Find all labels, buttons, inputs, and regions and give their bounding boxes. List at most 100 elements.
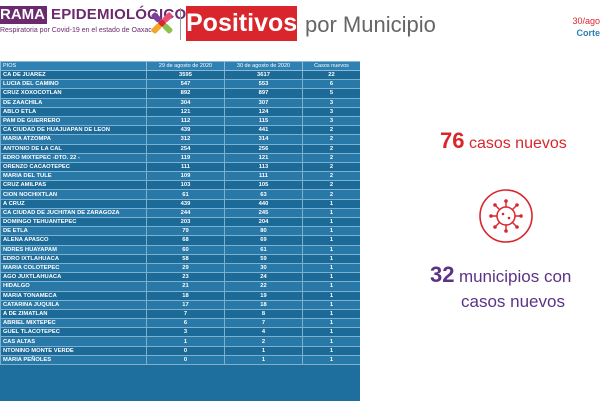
table-row: CRUZ AMILPAS 103 105 2: [0, 180, 360, 191]
table-row: GUEL TLACOTEPEC 3 4 1: [0, 327, 360, 338]
municipio-cell: GUEL TLACOTEPEC: [0, 327, 147, 338]
table-row: MARIA DEL TULE 109 111 2: [0, 171, 360, 182]
municipio-cell: MARIA PEÑOLES: [0, 354, 147, 366]
new-cases-cell: 3: [302, 115, 360, 127]
cases-30-cell: 1: [224, 354, 303, 366]
cases-30-cell: 124: [224, 106, 303, 117]
table-row: ABLO ETLA 121 124 3: [0, 106, 360, 117]
new-cases-cell: 1: [302, 354, 360, 366]
table-row: DOMINGO TEHUANTEPEC 203 204 1: [0, 216, 360, 228]
cases-30-cell: 115: [224, 115, 303, 127]
table-row: ALENA APASCO 68 69 1: [0, 235, 360, 246]
municipios-table: PIOS 29 de agosto de 2020 30 de agosto d…: [0, 61, 360, 401]
cases-30-cell: 22: [224, 281, 303, 292]
cases-30-cell: 440: [224, 198, 303, 209]
cases-30-cell: 8: [224, 308, 303, 320]
new-cases-cell: 3: [302, 106, 360, 117]
table-row: MARIA TONAMECA 18 19 1: [0, 290, 360, 301]
cases-29-cell: 18: [146, 290, 225, 301]
cases-29-cell: 304: [146, 97, 225, 108]
cases-29-cell: 60: [146, 244, 225, 255]
new-cases-cell: 1: [302, 226, 360, 237]
cases-29-cell: 111: [146, 161, 225, 173]
cases-29-cell: 892: [146, 88, 225, 99]
cases-30-cell: 1: [224, 345, 303, 356]
brand-subtitle: Respiratoria por Covid-19 en el estado d…: [0, 27, 156, 34]
municipio-cell: CATARINA JUQUILA: [0, 299, 147, 310]
table-row: NTONINO MONTE VERDE 0 1 1: [0, 345, 360, 356]
header-casos-nuevos: Casos nuevos: [302, 61, 360, 71]
new-cases-cell: 6: [302, 79, 360, 90]
new-cases-cell: 2: [302, 161, 360, 173]
municipios-label: municipios con: [458, 267, 572, 286]
new-cases-cell: 2: [302, 125, 360, 136]
cases-29-cell: 6: [146, 318, 225, 329]
cases-29-cell: 312: [146, 134, 225, 145]
cases-29-cell: 3595: [146, 69, 225, 81]
municipio-cell: CAS ALTAS: [0, 336, 147, 347]
table-row: CATARINA JUQUILA 17 18 1: [0, 299, 360, 310]
municipio-cell: NDRES HUAYAPAM: [0, 244, 147, 255]
cases-29-cell: 17: [146, 299, 225, 310]
new-cases-cell: 1: [302, 216, 360, 228]
municipio-cell: CION NOCHIXTLAN: [0, 189, 147, 200]
new-cases-cell: 22: [302, 69, 360, 81]
table-row: CAS ALTAS 1 2 1: [0, 336, 360, 347]
header-29-agosto: 29 de agosto de 2020: [146, 61, 225, 71]
cases-30-cell: 61: [224, 244, 303, 255]
cases-29-cell: 0: [146, 354, 225, 366]
cases-30-cell: 30: [224, 262, 303, 274]
new-cases-cell: 1: [302, 327, 360, 338]
header-municipio: PIOS: [0, 61, 147, 71]
new-cases-cell: 2: [302, 171, 360, 182]
cases-30-cell: 897: [224, 88, 303, 99]
colorful-cross-logo-icon: [151, 12, 173, 34]
table-row: MARIA PEÑOLES 0 1 1: [0, 354, 360, 366]
cases-30-cell: 121: [224, 152, 303, 163]
new-cases-cell: 1: [302, 262, 360, 274]
cases-29-cell: 58: [146, 253, 225, 264]
table-row: EDRO MIXTEPEC -DTO. 22 -119 121 2: [0, 152, 360, 163]
cases-30-cell: 441: [224, 125, 303, 136]
municipio-cell: EDRO IXTLAHUACA: [0, 253, 147, 264]
brand-tag: RAMA: [0, 6, 47, 24]
header-30-agosto: 30 de agosto de 2020: [224, 61, 303, 71]
new-cases-cell: 1: [302, 235, 360, 246]
new-cases-cell: 1: [302, 308, 360, 320]
new-cases-cell: 1: [302, 318, 360, 329]
brand-title: RAMA EPIDEMIOLÓGICO: [0, 6, 186, 24]
new-cases-cell: 1: [302, 198, 360, 209]
page-title: por Municipio: [305, 12, 436, 37]
municipio-cell: A DE ZIMATLAN: [0, 308, 147, 320]
municipio-cell: DE ZAACHILA: [0, 97, 147, 108]
cases-29-cell: 203: [146, 216, 225, 228]
cases-30-cell: 111: [224, 171, 303, 182]
cases-30-cell: 307: [224, 97, 303, 108]
new-cases-cell: 2: [302, 180, 360, 191]
table-row: HIDALGO 21 22 1: [0, 281, 360, 292]
cases-30-cell: 4: [224, 327, 303, 338]
municipio-cell: MARIA TONAMECA: [0, 290, 147, 301]
municipios-summary: 32 municipios con casos nuevos: [430, 262, 600, 312]
municipio-cell: ORENZO CACAOTEPEC: [0, 161, 147, 173]
cases-30-cell: 19: [224, 290, 303, 301]
cases-30-cell: 18: [224, 299, 303, 310]
cases-30-cell: 105: [224, 180, 303, 191]
table-header-row: PIOS 29 de agosto de 2020 30 de agosto d…: [0, 61, 360, 71]
virus-icon: [479, 189, 533, 243]
table-row: ORENZO CACAOTEPEC 111 113 2: [0, 161, 360, 173]
municipio-cell: ABRIEL MIXTEPEC: [0, 318, 147, 329]
municipios-count: 32: [430, 262, 455, 287]
new-cases-cell: 2: [302, 152, 360, 163]
new-cases-cell: 1: [302, 281, 360, 292]
municipio-cell: DOMINGO TEHUANTEPEC: [0, 216, 147, 228]
cases-29-cell: 29: [146, 262, 225, 274]
cases-30-cell: 204: [224, 216, 303, 228]
new-cases-cell: 2: [302, 143, 360, 154]
municipio-cell: LUCIA DEL CAMINO: [0, 79, 147, 90]
table-row: ABRIEL MIXTEPEC 6 7 1: [0, 318, 360, 329]
casos-nuevos-summary: 76 casos nuevos: [440, 128, 567, 154]
cases-29-cell: 103: [146, 180, 225, 191]
casos-nuevos-count: 76: [440, 128, 465, 153]
municipio-cell: CA CIUDAD DE HUAJUAPAN DE LEON: [0, 125, 147, 136]
